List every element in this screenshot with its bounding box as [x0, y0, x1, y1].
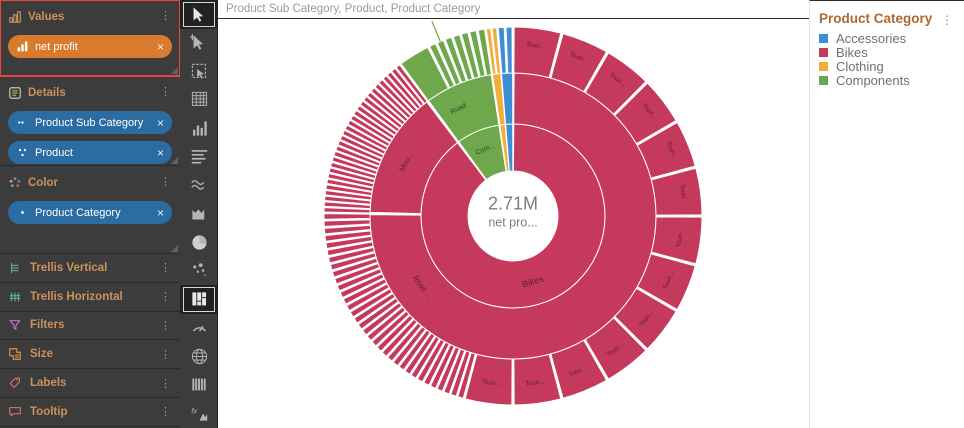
svg-text:fx: fx: [191, 406, 198, 415]
